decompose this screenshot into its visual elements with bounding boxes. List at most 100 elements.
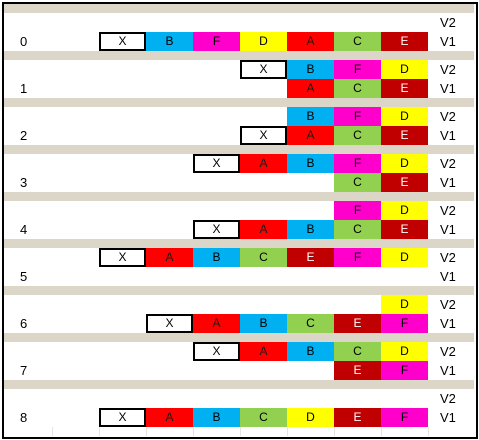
step-separator	[4, 286, 474, 295]
version-label: V1	[440, 410, 456, 425]
cell-b[interactable]: B	[240, 314, 287, 333]
cell-e[interactable]: E	[334, 408, 381, 427]
cell-d[interactable]: D	[381, 295, 428, 314]
cell-b[interactable]: B	[287, 220, 334, 239]
cell-d[interactable]: D	[381, 154, 428, 173]
cell-b[interactable]: B	[193, 248, 240, 267]
cell-a[interactable]: A	[240, 220, 287, 239]
cell-a[interactable]: A	[287, 126, 334, 145]
cell-d[interactable]: D	[240, 32, 287, 51]
cell-e[interactable]: E	[381, 220, 428, 239]
cell-b[interactable]: B	[287, 60, 334, 79]
cell-c[interactable]: C	[334, 220, 381, 239]
step-number: 1	[20, 81, 28, 96]
step-row	[4, 389, 474, 408]
cell-b[interactable]: B	[146, 32, 193, 51]
cell-x[interactable]: X	[240, 60, 287, 79]
cell-b[interactable]: B	[287, 154, 334, 173]
cell-f[interactable]: F	[334, 154, 381, 173]
cell-f[interactable]: F	[334, 201, 381, 220]
cell-c[interactable]: C	[287, 314, 334, 333]
cell-d[interactable]: D	[381, 248, 428, 267]
cell-x[interactable]: X	[99, 248, 146, 267]
step-number: 7	[20, 363, 28, 378]
version-label: V1	[440, 363, 456, 378]
step-number: 6	[20, 316, 28, 331]
version-label: V1	[440, 316, 456, 331]
step-separator	[4, 192, 474, 201]
cell-a[interactable]: A	[240, 342, 287, 361]
cell-f[interactable]: F	[193, 32, 240, 51]
version-label: V1	[440, 34, 456, 49]
cell-e[interactable]: E	[334, 314, 381, 333]
version-label: V2	[440, 297, 456, 312]
step-separator	[4, 380, 474, 389]
cell-b[interactable]: B	[193, 408, 240, 427]
cell-d[interactable]: D	[381, 107, 428, 126]
step-separator	[4, 51, 474, 60]
cell-f[interactable]: F	[334, 60, 381, 79]
cell-a[interactable]: A	[193, 314, 240, 333]
cell-c[interactable]: C	[334, 32, 381, 51]
cell-a[interactable]: A	[287, 32, 334, 51]
version-label: V1	[440, 81, 456, 96]
version-label: V2	[440, 250, 456, 265]
cell-f[interactable]: F	[381, 314, 428, 333]
step-number: 4	[20, 222, 28, 237]
cell-f[interactable]: F	[381, 361, 428, 380]
step-row	[4, 267, 474, 286]
cell-x[interactable]: X	[193, 220, 240, 239]
version-label: V2	[440, 344, 456, 359]
cell-x[interactable]: X	[193, 154, 240, 173]
cell-c[interactable]: C	[334, 173, 381, 192]
cell-d[interactable]: D	[381, 60, 428, 79]
cell-f[interactable]: F	[334, 248, 381, 267]
cell-x[interactable]: X	[146, 314, 193, 333]
cell-e[interactable]: E	[287, 248, 334, 267]
version-label: V2	[440, 391, 456, 406]
cell-c[interactable]: C	[334, 79, 381, 98]
version-label: V1	[440, 269, 456, 284]
cell-c[interactable]: C	[334, 342, 381, 361]
cell-x[interactable]: X	[240, 126, 287, 145]
step-number: 5	[20, 269, 28, 284]
cell-e[interactable]: E	[381, 173, 428, 192]
cell-f[interactable]: F	[334, 107, 381, 126]
step-separator	[4, 145, 474, 154]
version-label: V2	[440, 203, 456, 218]
step-separator	[4, 98, 474, 107]
cell-x[interactable]: X	[193, 342, 240, 361]
cell-e[interactable]: E	[334, 361, 381, 380]
step-row	[4, 13, 474, 32]
step-number: 3	[20, 175, 28, 190]
step-number: 8	[20, 410, 28, 425]
version-label: V1	[440, 128, 456, 143]
cell-c[interactable]: C	[240, 408, 287, 427]
cell-d[interactable]: D	[381, 201, 428, 220]
cell-a[interactable]: A	[146, 248, 193, 267]
cell-a[interactable]: A	[287, 79, 334, 98]
version-label: V2	[440, 156, 456, 171]
step-number: 0	[20, 34, 28, 49]
cell-b[interactable]: B	[287, 342, 334, 361]
step-separator	[4, 4, 474, 13]
cell-b[interactable]: B	[287, 107, 334, 126]
cell-e[interactable]: E	[381, 126, 428, 145]
version-label: V1	[440, 222, 456, 237]
cell-x[interactable]: X	[99, 408, 146, 427]
version-label: V2	[440, 109, 456, 124]
version-label: V2	[440, 15, 456, 30]
cell-d[interactable]: D	[381, 342, 428, 361]
step-separator	[4, 333, 474, 342]
cell-e[interactable]: E	[381, 32, 428, 51]
step-row	[4, 295, 474, 314]
cell-c[interactable]: C	[240, 248, 287, 267]
cell-c[interactable]: C	[334, 126, 381, 145]
cell-a[interactable]: A	[146, 408, 193, 427]
cell-d[interactable]: D	[287, 408, 334, 427]
cell-a[interactable]: A	[240, 154, 287, 173]
cell-f[interactable]: F	[381, 408, 428, 427]
cell-x[interactable]: X	[99, 32, 146, 51]
cell-e[interactable]: E	[381, 79, 428, 98]
